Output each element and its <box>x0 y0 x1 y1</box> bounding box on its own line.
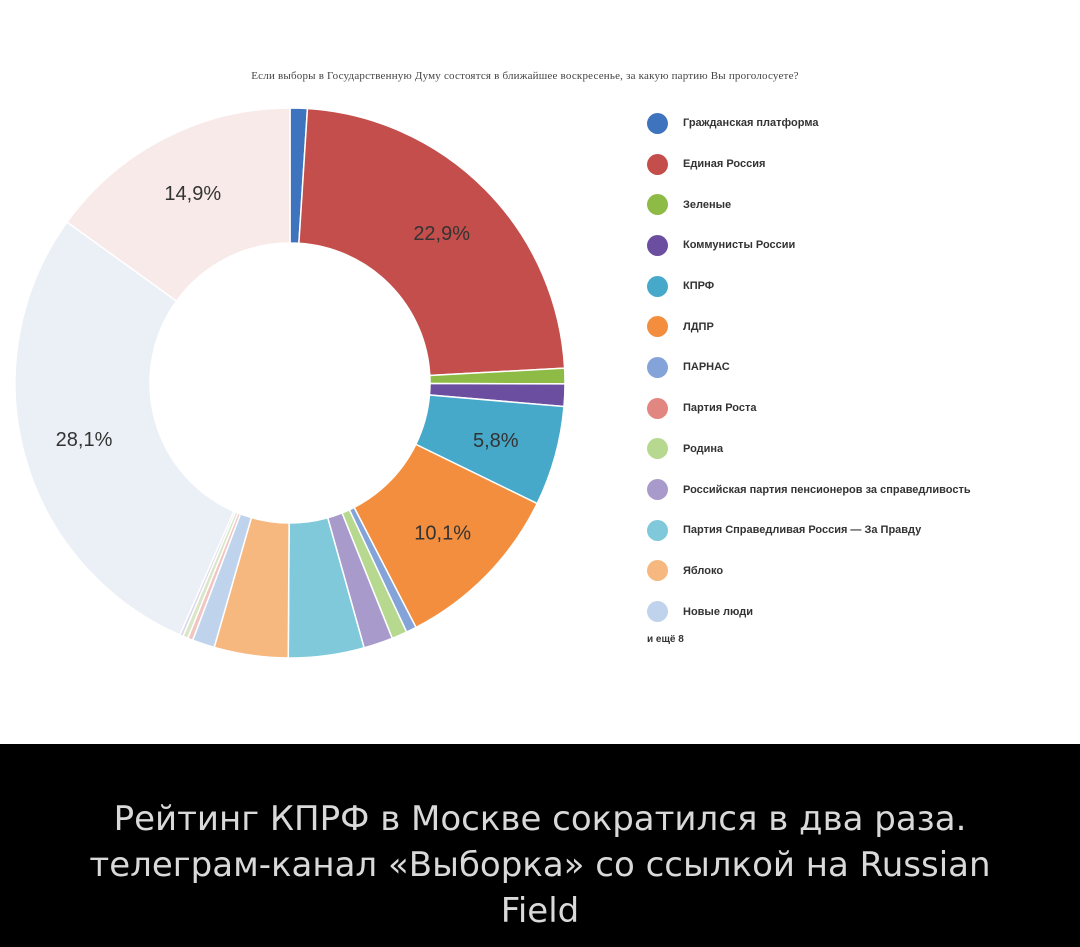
legend-label: Гражданская платформа <box>683 117 819 130</box>
legend-swatch <box>647 153 668 175</box>
legend-item: Яблоко <box>647 551 1077 592</box>
legend-item: Партия Роста <box>647 388 1077 429</box>
legend-item: КПРФ <box>647 266 1077 307</box>
legend-label: Единая Россия <box>683 158 766 171</box>
legend-swatch <box>647 194 668 216</box>
legend-swatch <box>647 112 668 134</box>
legend-swatch <box>647 316 668 338</box>
legend-label: Российская партия пенсионеров за справед… <box>683 483 971 496</box>
legend-swatch <box>647 234 668 256</box>
legend-swatch <box>647 519 668 541</box>
caption-text: Рейтинг КПРФ в Москве сократился в два р… <box>89 799 991 931</box>
slice-label-4: 5,8% <box>473 430 519 452</box>
legend-swatch <box>647 479 668 501</box>
legend-swatch <box>647 438 668 460</box>
legend-item: Гражданская платформа <box>647 103 1077 144</box>
legend-swatch <box>647 601 668 623</box>
slice-label-16: 28,1% <box>56 429 113 451</box>
legend-item: Зеленые <box>647 184 1077 225</box>
legend-item: Родина <box>647 429 1077 470</box>
pie-slice-16 <box>14 221 235 636</box>
pie-slice-17 <box>65 107 291 303</box>
donut-chart: 22,9% 5,8% 10,1% 28,1% 14,9% <box>14 107 566 659</box>
slice-label-5: 10,1% <box>414 522 471 544</box>
caption-bar: Рейтинг КПРФ в Москве сократился в два р… <box>0 744 1080 947</box>
legend-swatch <box>647 560 668 582</box>
chart-legend: Гражданская платформа Единая Россия Зелены… <box>647 103 1077 645</box>
legend-label: Коммунисты России <box>683 239 796 252</box>
slice-label-17: 14,9% <box>164 183 221 205</box>
legend-swatch <box>647 397 668 419</box>
slice-label-1: 22,9% <box>413 223 470 245</box>
legend-label: Зеленые <box>683 198 732 211</box>
legend-item: Российская партия пенсионеров за справед… <box>647 469 1077 510</box>
legend-more-text: и ещё 8 <box>647 633 684 645</box>
legend-label: ЛДПР <box>683 320 714 333</box>
legend-label: ПАРНАС <box>683 361 730 374</box>
legend-item: Коммунисты России <box>647 225 1077 266</box>
pie-slice-1 <box>298 107 566 377</box>
chart-title: Если выборы в Государственную Думу состо… <box>251 70 799 82</box>
legend-label: КПРФ <box>683 280 715 293</box>
legend-item: ЛДПР <box>647 306 1077 347</box>
legend-item: Единая Россия <box>647 144 1077 185</box>
chart-area: Если выборы в Государственную Думу состо… <box>14 70 1077 659</box>
legend-label: Яблоко <box>683 564 724 577</box>
legend-item: Новые люди <box>647 591 1077 632</box>
legend-label: Новые люди <box>683 605 753 618</box>
legend-label: Партия Справедливая Россия — За Правду <box>683 524 922 537</box>
legend-item: ПАРНАС <box>647 347 1077 388</box>
legend-item: Партия Справедливая Россия — За Правду <box>647 510 1077 551</box>
legend-label: Партия Роста <box>683 402 757 415</box>
legend-swatch <box>647 275 668 297</box>
legend-label: Родина <box>683 442 724 455</box>
legend-swatch <box>647 356 668 378</box>
